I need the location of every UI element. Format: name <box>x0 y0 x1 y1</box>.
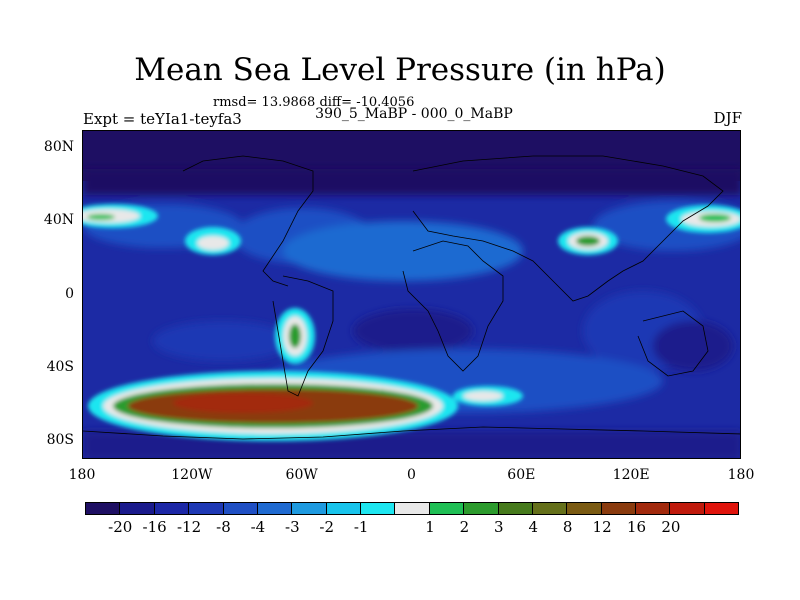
colorbar-label: 2 <box>459 518 470 536</box>
colorbar-swatch <box>464 503 499 514</box>
colorbar-label: 4 <box>528 518 539 536</box>
lat-tick-label: 40S <box>46 358 74 375</box>
colorbar-swatch <box>636 503 671 514</box>
colorbar-swatch <box>361 503 396 514</box>
colorbar-label: 12 <box>592 518 612 536</box>
colorbar-swatch <box>567 503 602 514</box>
colorbar-swatch <box>154 503 190 514</box>
colorbar-label: -16 <box>142 518 167 536</box>
colorbar <box>85 502 739 515</box>
lat-tick-label: 80S <box>46 431 74 448</box>
colorbar-swatch <box>601 503 636 514</box>
lon-tick-label: 120E <box>612 467 650 483</box>
colorbar-swatch <box>189 503 224 514</box>
colorbar-label: -2 <box>319 518 335 536</box>
colorbar-swatch <box>704 503 739 514</box>
colorbar-swatch <box>223 503 258 514</box>
lat-tick-label: 80N <box>43 139 74 156</box>
colorbar-label: -8 <box>216 518 231 536</box>
lon-tick-label: 120W <box>171 467 213 483</box>
colorbar-label: 16 <box>626 518 647 536</box>
colorbar-swatch <box>498 503 533 514</box>
comparison-label: 390_5_MaBP - 000_0_MaBP <box>315 106 513 122</box>
colorbar-swatch <box>670 503 705 514</box>
experiment-label: Expt = teYIa1-teyfa3 <box>83 110 242 128</box>
lon-tick-label: 60E <box>507 467 536 483</box>
colorbar-swatch <box>257 503 293 514</box>
colorbar-swatch <box>429 503 465 514</box>
lat-tick-label: 0 <box>65 285 74 302</box>
colorbar-label: -12 <box>176 518 202 536</box>
colorbar-label: 20 <box>661 518 681 536</box>
stats-text: rmsd= 13.9868 diff= -10.4056 <box>213 95 415 110</box>
colorbar-label: -4 <box>250 518 266 536</box>
colorbar-label: -3 <box>285 518 300 536</box>
lon-tick-label: 180 <box>68 467 96 483</box>
lon-tick-label: 180 <box>727 467 755 483</box>
colorbar-label: 8 <box>562 518 573 536</box>
colorbar-label: -20 <box>108 518 133 536</box>
season-label: DJF <box>713 109 742 127</box>
lat-tick-label: 40N <box>43 212 74 229</box>
map-title: Mean Sea Level Pressure (in hPa) <box>134 52 666 88</box>
colorbar-swatch <box>395 503 430 514</box>
colorbar-label: 3 <box>494 518 504 536</box>
colorbar-label: -1 <box>353 518 369 536</box>
lon-tick-label: 60W <box>285 467 318 483</box>
lon-tick-label: 0 <box>407 467 416 483</box>
colorbar-swatch <box>86 503 121 514</box>
colorbar-label: 1 <box>425 518 435 536</box>
map-panel <box>82 130 741 459</box>
colorbar-swatch <box>292 503 327 514</box>
colorbar-swatch <box>532 503 568 514</box>
pressure-field <box>83 131 740 458</box>
colorbar-swatch <box>326 503 361 514</box>
colorbar-swatch <box>120 503 155 514</box>
